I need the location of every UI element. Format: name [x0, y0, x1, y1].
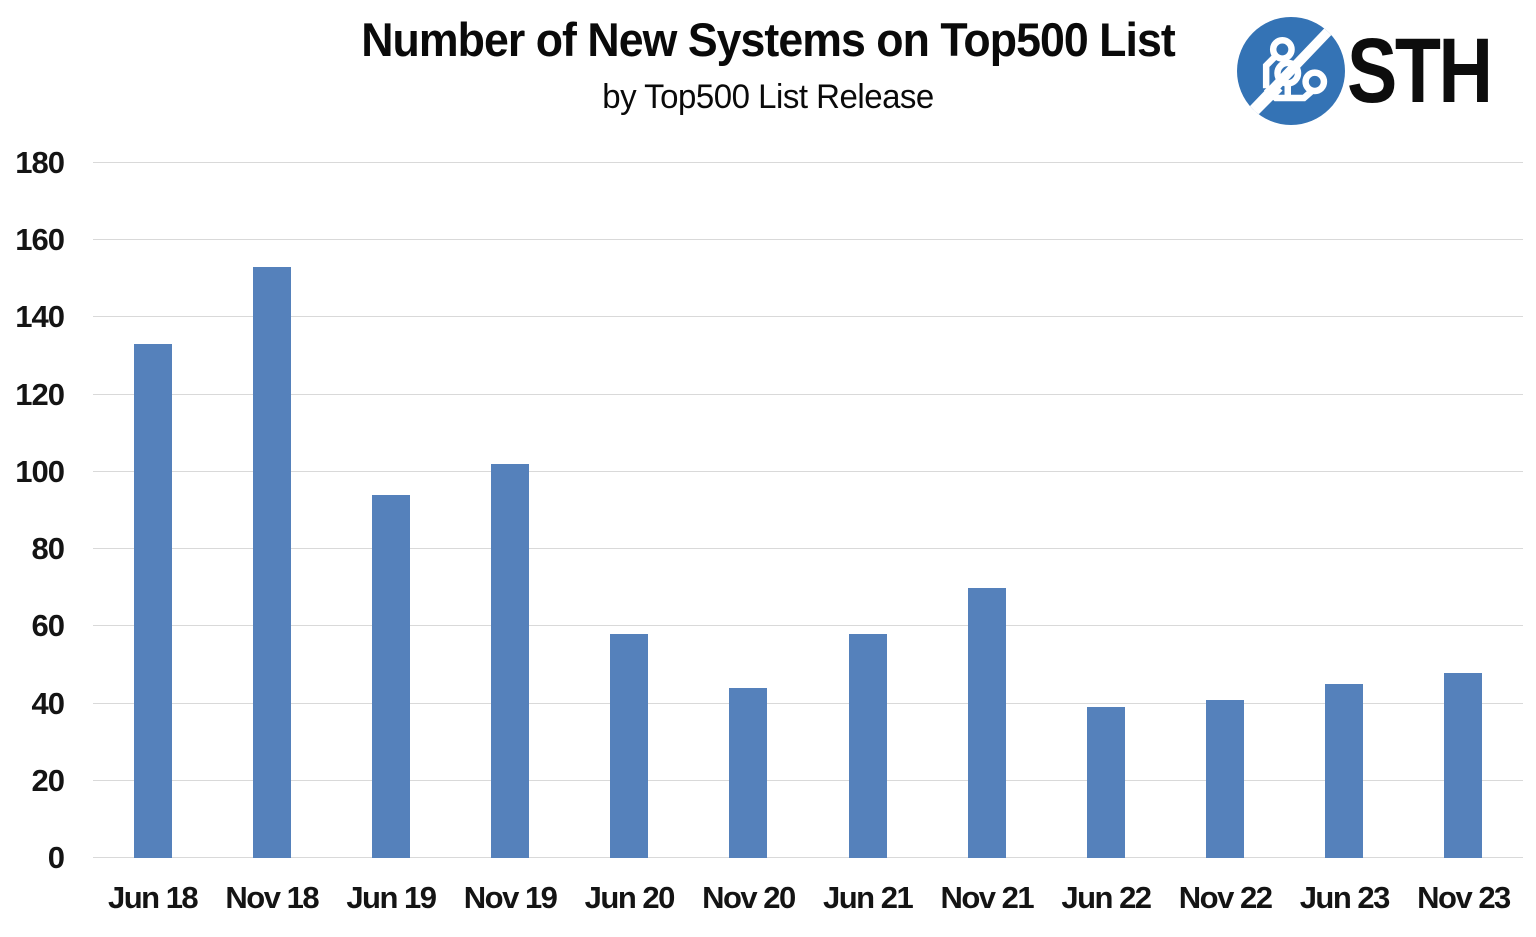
bar-cell [570, 163, 689, 858]
gridline [93, 162, 1523, 163]
bar-cell [451, 163, 570, 858]
y-axis-tick-label: 120 [15, 376, 65, 412]
gridline [93, 779, 1523, 781]
y-axis-tick-label: 80 [31, 531, 65, 567]
bar-jun-18 [133, 344, 172, 858]
bar-nov-20 [729, 688, 768, 858]
x-axis-tick-label: Jun 23 [1299, 880, 1391, 915]
x-axis-tick-label: Nov 18 [225, 880, 319, 915]
x-axis-tick-label: Nov 22 [1178, 880, 1273, 915]
bar-cell [212, 163, 331, 858]
sth-logo-text: STH [1347, 20, 1493, 122]
y-axis-tick-label: 20 [31, 762, 65, 798]
gridline [93, 857, 1523, 858]
x-axis: Jun 18 Nov 18 Jun 19 Nov 19 Jun 20 Nov 20 Jun … [93, 880, 1523, 916]
bar-nov-23 [1444, 672, 1483, 858]
x-axis-tick-label: Jun 20 [584, 880, 676, 915]
y-axis-tick-label: 60 [31, 608, 65, 644]
bar-cell [927, 163, 1046, 858]
bar-jun-20 [610, 634, 649, 858]
gridline [93, 393, 1523, 395]
gridline [93, 239, 1523, 241]
bar-cell [1285, 163, 1404, 858]
y-axis: 0 20 40 60 80 100 120 140 160 180 [0, 147, 65, 873]
plot-area [93, 162, 1523, 858]
gridline [93, 625, 1523, 627]
x-axis-tick-label: Jun 18 [107, 880, 199, 915]
x-axis-tick-label: Nov 21 [940, 880, 1034, 915]
chart-title: Number of New Systems on Top500 List [361, 13, 1175, 66]
bar-jun-22 [1086, 707, 1125, 858]
sth-logo: STH [1237, 16, 1522, 126]
bar-cell [93, 163, 212, 858]
bars-row [93, 163, 1523, 858]
bar-nov-18 [252, 267, 291, 858]
y-axis-tick-label: 40 [31, 685, 65, 721]
x-axis-tick-label: Jun 21 [823, 880, 914, 915]
x-axis-tick-label: Jun 19 [346, 880, 437, 915]
y-axis-tick-label: 100 [15, 453, 65, 489]
x-axis-tick-label: Nov 19 [463, 880, 558, 915]
gridline [93, 548, 1523, 550]
chart-header: Number of New Systems on Top500 List by … [0, 14, 1536, 117]
bar-nov-21 [967, 587, 1006, 858]
bar-cell [1046, 163, 1165, 858]
bar-jun-21 [848, 634, 887, 858]
bar-nov-22 [1206, 699, 1245, 858]
y-axis-tick-label: 180 [15, 145, 65, 180]
y-axis-tick-label: 140 [15, 299, 65, 335]
bar-cell [1166, 163, 1285, 858]
bar-cell [331, 163, 450, 858]
bar-cell [808, 163, 927, 858]
bar-cell [1404, 163, 1523, 858]
gridline [93, 316, 1523, 318]
y-axis-tick-label: 0 [47, 840, 65, 875]
gridline [93, 702, 1523, 704]
bar-cell [689, 163, 808, 858]
y-axis-tick-label: 160 [15, 222, 65, 258]
bar-jun-23 [1325, 684, 1364, 858]
x-axis-tick-label: Jun 22 [1061, 880, 1152, 915]
x-axis-tick-label: Nov 20 [702, 880, 796, 915]
bar-jun-19 [371, 495, 410, 858]
gridline [93, 470, 1523, 472]
x-axis-tick-label: Nov 23 [1417, 880, 1511, 915]
bar-nov-19 [491, 464, 530, 858]
sth-circuit-icon [1237, 17, 1345, 125]
chart-subtitle: by Top500 List Release [602, 77, 934, 116]
